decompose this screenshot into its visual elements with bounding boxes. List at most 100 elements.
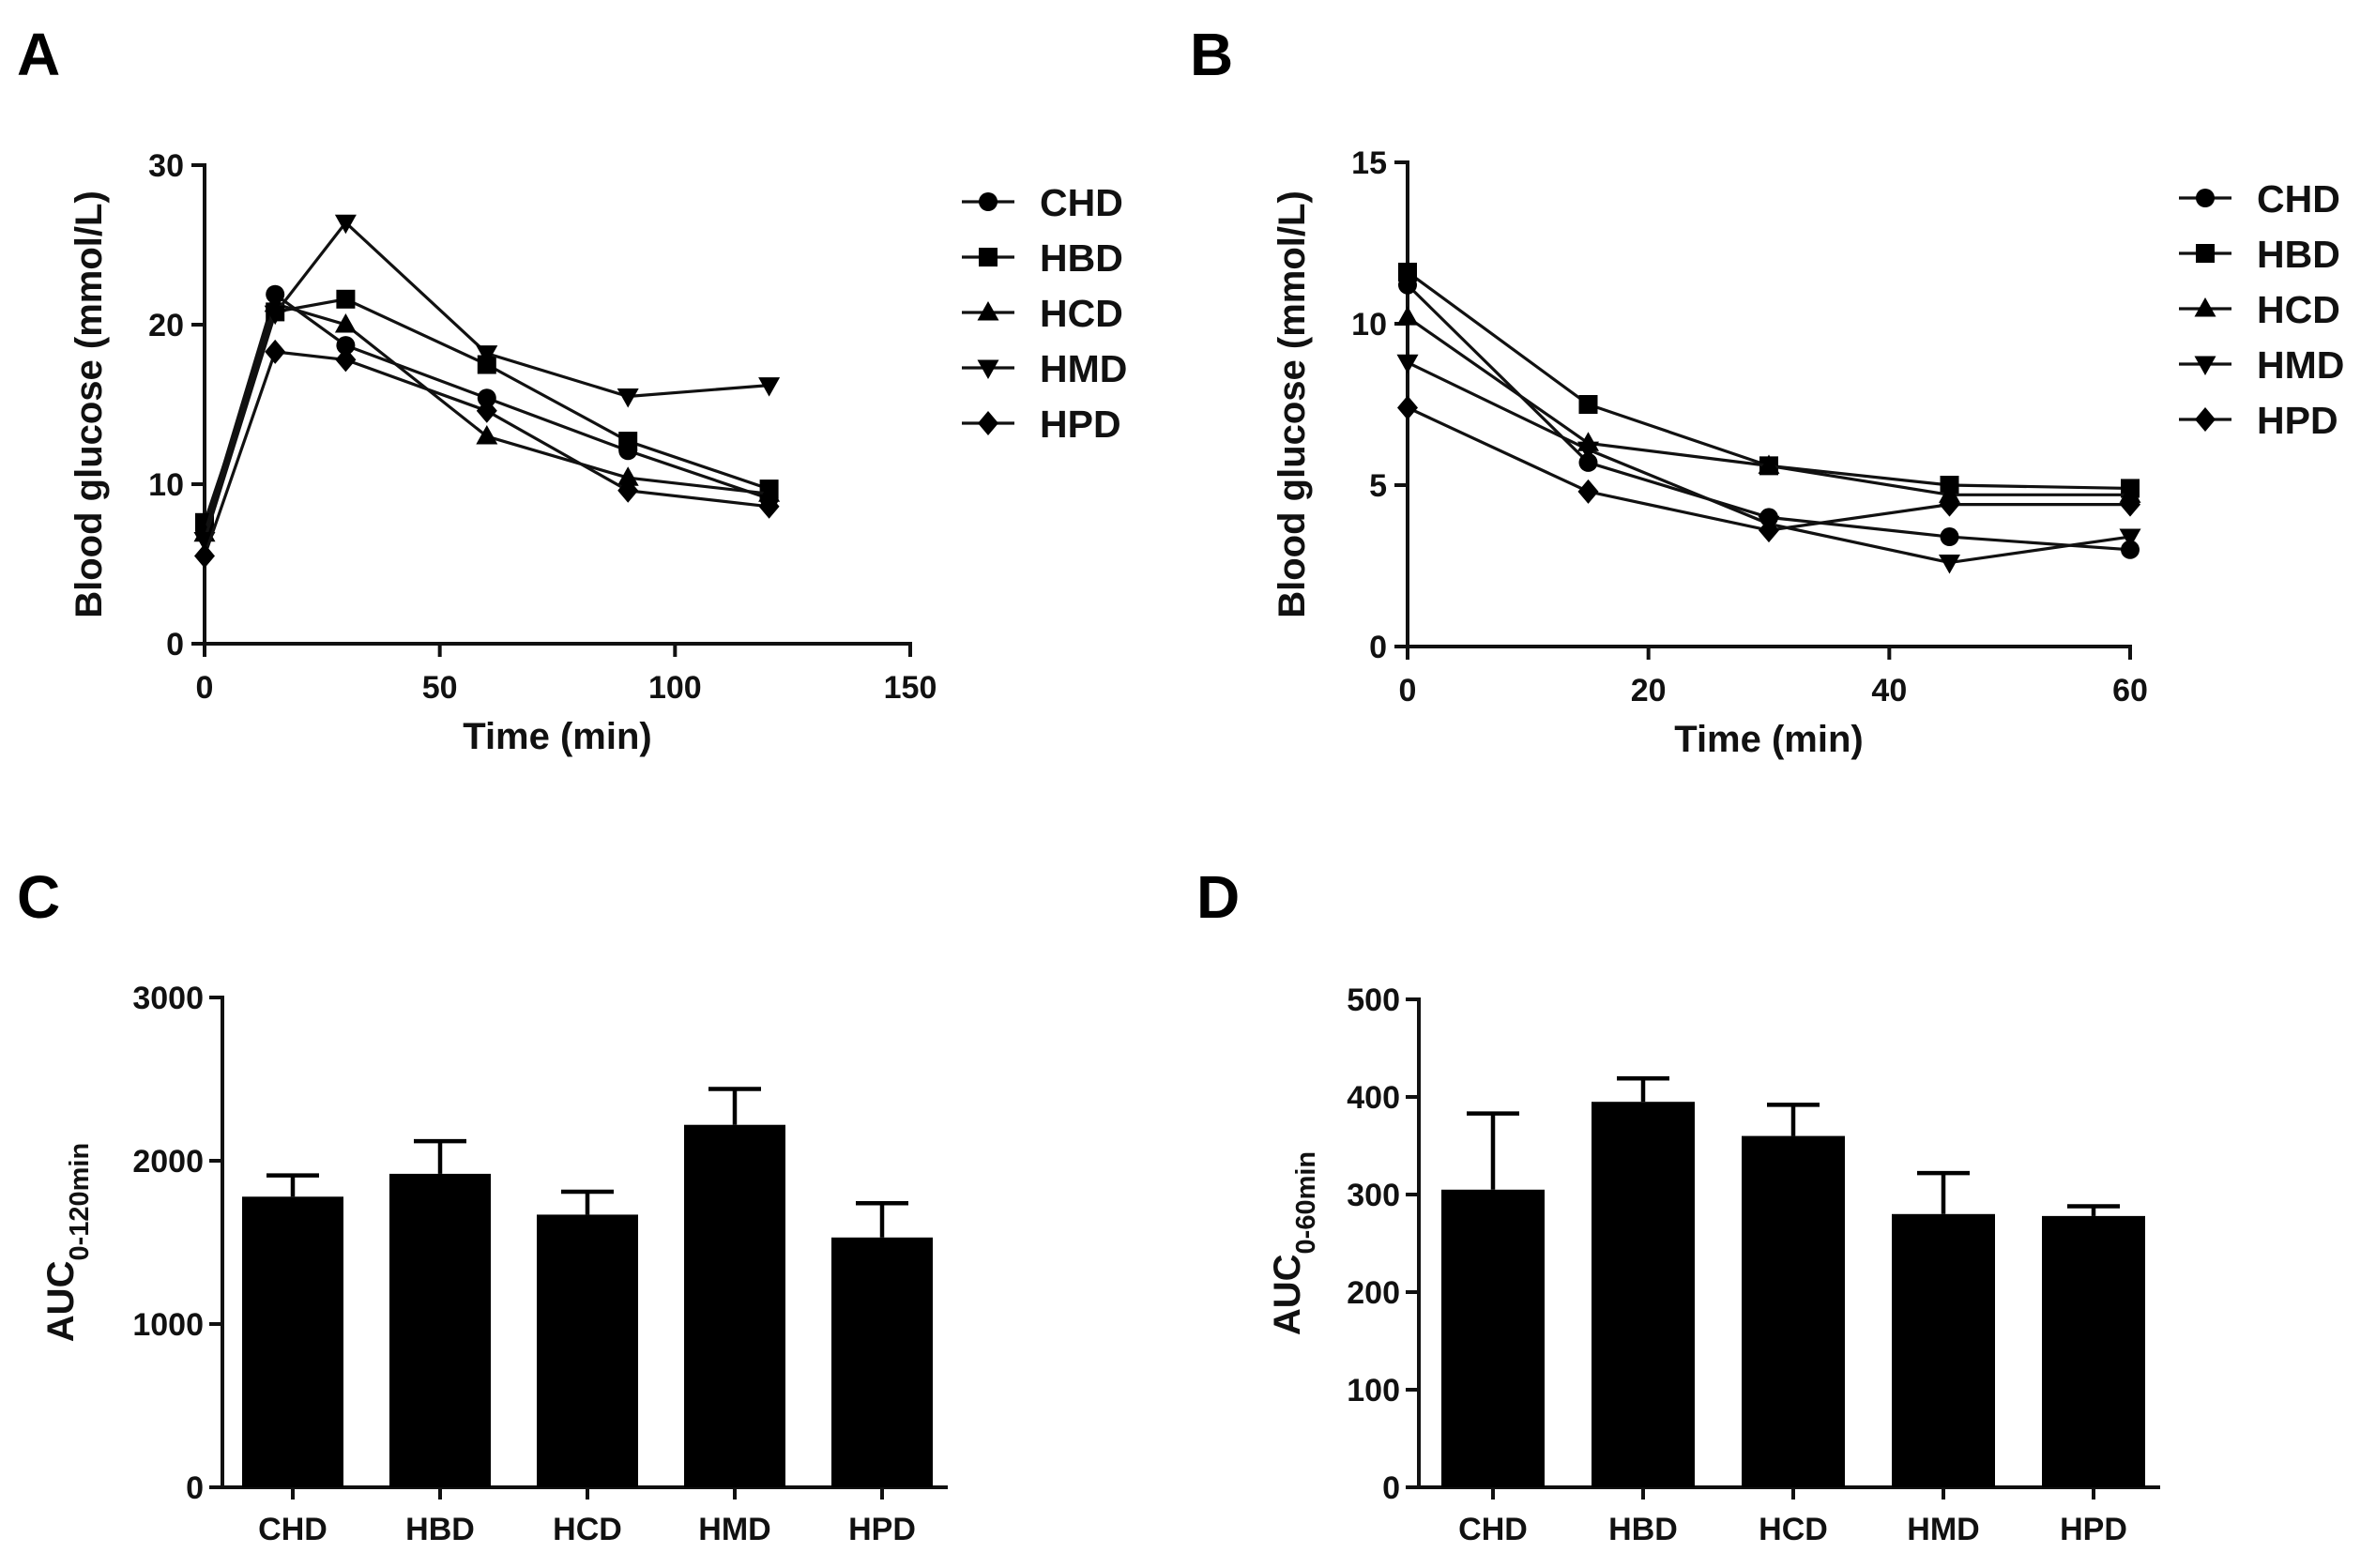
series-line-hmd: [203, 220, 769, 540]
bar-group-hmd: [1892, 1170, 1995, 1487]
legend-marker: [977, 359, 999, 379]
bar-hpd: [831, 1237, 933, 1487]
data-point-hpd: [265, 339, 286, 364]
series-hpd: [194, 339, 780, 569]
data-point-hpd: [1577, 479, 1599, 504]
data-point-hpd: [1939, 492, 1960, 517]
x-tick-label: 0: [1399, 673, 1417, 708]
y-tick-label: 2000: [132, 1144, 204, 1180]
data-point-hpd: [1397, 395, 1418, 420]
legend-marker: [2196, 244, 2215, 263]
panel-label-c: C: [17, 863, 60, 931]
panel-a-plot: [193, 214, 781, 569]
panel-a: A 0 10 20 30 0 50 100 150 Time (min) Blood glucos…: [17, 21, 1127, 757]
panel-d-plot: [1441, 1075, 2145, 1487]
bar-hbd: [389, 1173, 491, 1487]
x-tick-label: HBD: [1608, 1512, 1678, 1547]
y-tick-label: 0: [186, 1470, 204, 1506]
y-tick-label: 5: [1369, 468, 1387, 504]
data-point-hmd: [1396, 354, 1419, 374]
x-tick-label: HPD: [848, 1512, 916, 1547]
legend-item-hpd: HPD: [2179, 399, 2338, 442]
data-point-hmd: [617, 388, 639, 408]
bar-hpd: [2042, 1215, 2145, 1487]
data-point-hcd: [617, 466, 639, 486]
y-axis-title-main: AUC: [1267, 1254, 1308, 1335]
legend-label: HMD: [1040, 347, 1127, 390]
data-point-hpd: [617, 478, 639, 503]
legend-marker: [2194, 297, 2216, 317]
x-axis-title: Time (min): [1674, 719, 1864, 760]
x-tick-label: 100: [648, 670, 702, 706]
data-point-hmd: [1577, 441, 1599, 462]
x-tick-label: 150: [884, 670, 937, 706]
bar-group-hpd: [831, 1200, 933, 1487]
x-tick-label: HMD: [698, 1512, 770, 1547]
series-line-chd: [203, 292, 770, 530]
data-point-hmd: [476, 345, 498, 365]
x-tick-label: CHD: [258, 1512, 327, 1547]
panel-a-legend: CHD HBD HCD HMD HPD: [962, 181, 1127, 446]
y-tick-label: 400: [1347, 1080, 1400, 1116]
data-point-hcd: [1758, 454, 1780, 474]
y-tick-label: 0: [1382, 1470, 1400, 1506]
y-tick-label: 20: [148, 308, 184, 343]
data-point-hcd: [758, 482, 781, 502]
panel-b: B 0 5 10 15 0 20 40 60 Time (min) Blood glucose (…: [1190, 21, 2344, 760]
legend-item-hmd: HMD: [2179, 343, 2344, 387]
series-hmd: [193, 214, 781, 552]
legend-item-hcd: HCD: [2179, 288, 2340, 331]
legend-marker: [2194, 356, 2216, 375]
legend-item-hbd: HBD: [962, 236, 1123, 280]
y-tick-label: 200: [1347, 1275, 1400, 1311]
y-tick-label: 0: [1369, 630, 1387, 665]
panel-label-a: A: [17, 21, 60, 88]
panel-label-d: D: [1196, 863, 1240, 931]
bar-group-hbd: [389, 1138, 491, 1487]
y-axis-title: AUC0-120min: [40, 1143, 95, 1342]
y-tick-label: 10: [148, 467, 184, 503]
bar-group-hbd: [1592, 1075, 1695, 1487]
legend-item-hmd: HMD: [962, 347, 1127, 390]
data-point-hmd: [758, 377, 781, 397]
legend-marker: [979, 192, 998, 211]
legend-item-hbd: HBD: [2179, 233, 2340, 276]
data-point-hbd: [1398, 262, 1417, 282]
y-axis-title-main: AUC: [40, 1261, 82, 1343]
bar-group-hcd: [1742, 1103, 1845, 1487]
data-point-hpd: [335, 347, 357, 373]
data-point-hmd: [264, 305, 286, 326]
legend-label: HMD: [2257, 343, 2344, 387]
y-axis-title: Blood glucose (mmol/L): [69, 190, 110, 618]
legend-label: HBD: [2257, 233, 2340, 276]
bar-group-chd: [1441, 1111, 1545, 1487]
data-point-hmd: [2119, 528, 2141, 549]
x-axis-title: Time (min): [463, 716, 652, 757]
series-hcd: [1396, 306, 2141, 503]
panel-c-axes: 0 1000 2000 3000 AUC0-120min CHD HBD HCD HMD HPD: [40, 981, 948, 1547]
panel-c-plot: [242, 1087, 933, 1487]
legend-label: CHD: [1040, 181, 1123, 224]
y-tick-label: 30: [148, 148, 184, 184]
y-axis-title-subscript: 0-60min: [1291, 1151, 1321, 1255]
panel-b-plot: [1396, 262, 2141, 574]
x-tick-label: 40: [1871, 673, 1907, 708]
data-point-hpd: [194, 543, 215, 569]
legend-marker: [2195, 407, 2216, 432]
data-point-hmd: [334, 214, 357, 235]
panel-a-axes: 0 10 20 30 0 50 100 150 Time (min) Blood glucose …: [69, 148, 937, 757]
legend-marker: [977, 301, 999, 321]
bar-group-hcd: [537, 1189, 638, 1487]
x-tick-label: HCD: [1759, 1512, 1828, 1547]
bar-hcd: [537, 1214, 638, 1487]
data-point-hbd: [336, 289, 356, 309]
bar-chd: [1441, 1189, 1545, 1487]
legend-item-hpd: HPD: [962, 403, 1121, 446]
legend-marker: [978, 411, 998, 435]
y-tick-label: 1000: [132, 1307, 204, 1343]
x-tick-label: CHD: [1458, 1512, 1528, 1547]
legend-label: HBD: [1040, 236, 1123, 280]
panel-d: D 0 100 200 300 400 500 AUC0-60min CHD HBD HCD HMD…: [1196, 863, 2160, 1547]
data-point-hpd: [1759, 518, 1779, 543]
